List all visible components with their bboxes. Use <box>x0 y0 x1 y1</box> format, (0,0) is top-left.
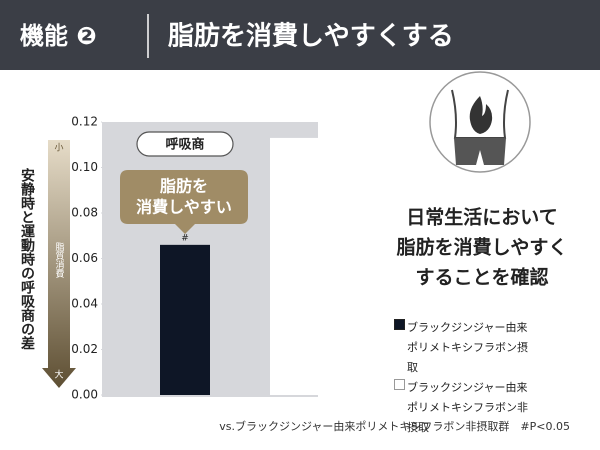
legend: ブラックジンジャー由来ポリメトキシフラボン摂取 ブラックジンジャー由来ポリメトキ… <box>394 318 564 438</box>
y-tick-label: 0.04 <box>71 297 98 311</box>
conclusion-text: 日常生活において <box>406 206 557 229</box>
conclusion-text: することを確認 <box>415 266 548 289</box>
bar <box>160 244 210 395</box>
significance-mark: # <box>181 233 189 243</box>
arrow-label: 脂質消費 <box>54 241 65 279</box>
y-tick-label: 0.12 <box>71 115 98 129</box>
icon-shorts <box>454 138 506 165</box>
y-tick-label: 0.02 <box>71 342 98 356</box>
conclusion-text: 脂肪を消費しやすく <box>397 236 568 259</box>
y-tick-label: 0.06 <box>71 251 98 265</box>
header-bar <box>0 0 600 70</box>
legend-item: ブラックジンジャー由来ポリメトキシフラボン非摂取 <box>394 378 564 438</box>
y-tick-label: 0.08 <box>71 206 98 220</box>
footnote: vs.ブラックジンジャー由来ポリメトキシフラボン非摂取群 #P<0.05 <box>219 419 570 433</box>
callout-bubble <box>120 170 248 234</box>
header-title: 脂肪を消費しやすくする <box>168 22 454 52</box>
legend-text: ブラックジンジャー由来ポリメトキシフラボン摂取 <box>407 321 528 374</box>
box-label: 呼吸商 <box>165 137 204 153</box>
callout-text: 脂肪を <box>160 177 208 196</box>
legend-item: ブラックジンジャー由来ポリメトキシフラボン摂取 <box>394 318 564 378</box>
y-tick-label: 0.00 <box>71 388 98 402</box>
legend-swatch <box>394 319 405 330</box>
bar <box>270 137 318 396</box>
legend-swatch <box>394 379 405 390</box>
box-label-frame <box>136 131 234 157</box>
arrow-top-label: 小 <box>54 143 63 154</box>
y-axis-label: 安静時と運動時の呼吸商の差 <box>19 167 35 350</box>
header-label: 機能 ❷ <box>20 22 97 50</box>
arrow <box>42 140 76 388</box>
callout-text: 消費しやすい <box>136 198 232 217</box>
icon-flame <box>469 96 493 134</box>
legend-text: ブラックジンジャー由来ポリメトキシフラボン非摂取 <box>407 381 528 434</box>
arrow-bottom-label: 大 <box>54 369 63 381</box>
y-tick-label: 0.10 <box>71 160 98 174</box>
